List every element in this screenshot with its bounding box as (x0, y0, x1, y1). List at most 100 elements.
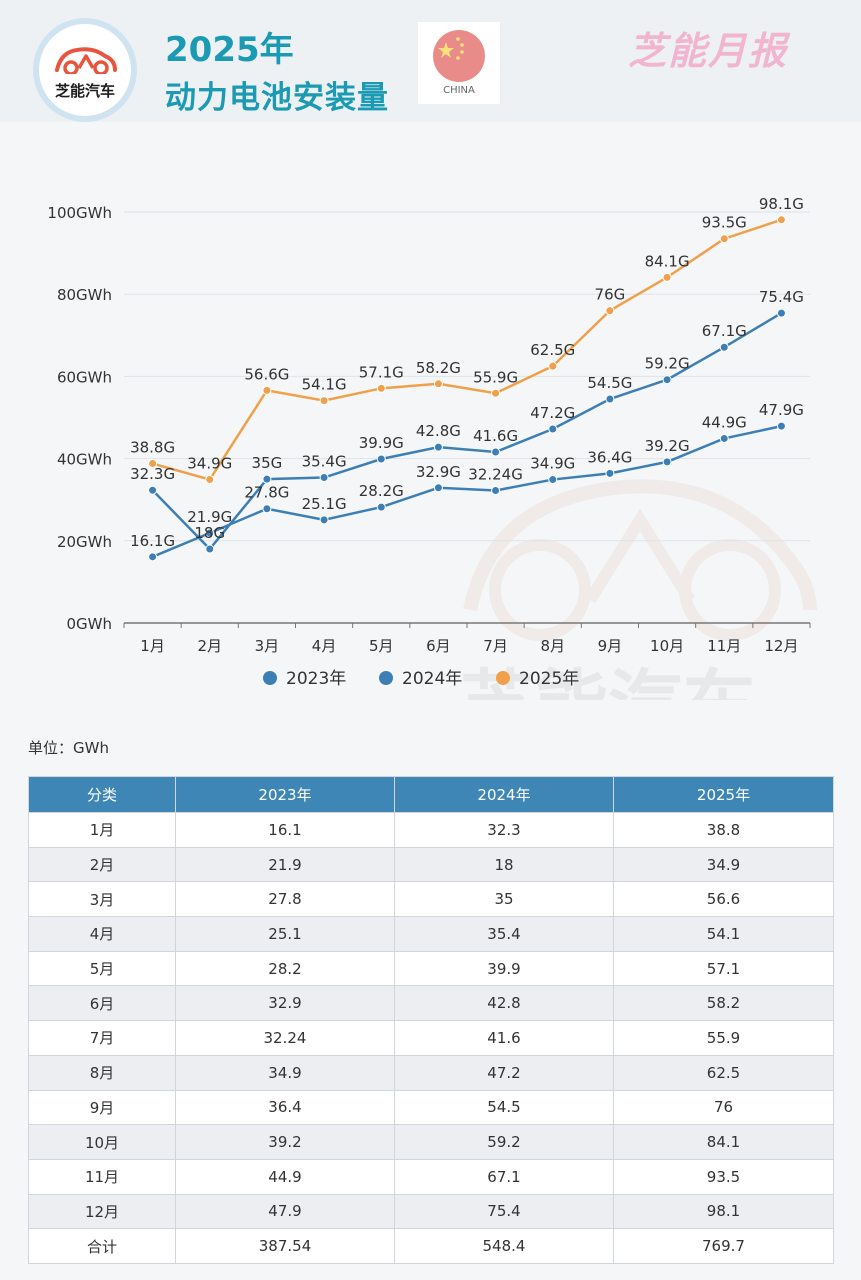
x-tick-label: 7月 (483, 637, 508, 655)
table-cell: 3月 (28, 881, 176, 918)
brand-logo: 芝能汽车 (33, 18, 137, 122)
data-label: 35G (252, 454, 283, 472)
table-cell: 44.9 (175, 1158, 395, 1195)
data-label: 62.5G (530, 341, 575, 359)
data-point (776, 215, 786, 225)
y-axis: 0GWh 20GWh 40GWh 60GWh 80GWh 100GWh (47, 204, 112, 633)
x-axis: 1月 2月 3月 4月 5月 6月 7月 8月 9月 10月 11月 12月 (123, 623, 811, 655)
table-cell: 34.9 (613, 846, 834, 883)
table-cell: 35.4 (394, 916, 614, 952)
table-cell: 47.2 (394, 1054, 614, 1091)
table-row: 1月 16.1 32.3 38.8 (28, 812, 834, 848)
x-tick-label: 12月 (764, 637, 798, 655)
table-header-2024: 2024年 (394, 776, 614, 813)
data-point (205, 528, 215, 538)
data-point (433, 442, 443, 452)
flag-label: CHINA (443, 85, 475, 96)
x-tick-label: 11月 (707, 637, 741, 655)
data-label: 35.4G (302, 453, 347, 471)
data-label: 59.2G (645, 355, 690, 373)
table-cell: 9月 (28, 1089, 176, 1126)
data-point (662, 375, 672, 385)
watermark: 芝能汽车 (460, 479, 817, 700)
table-cell: 35 (394, 881, 614, 918)
legend-marker (263, 671, 277, 685)
data-point (548, 424, 558, 434)
table-cell: 57.1 (613, 950, 834, 987)
data-label: 54.5G (587, 374, 632, 392)
data-label: 39.2G (645, 437, 690, 455)
table-cell: 32.3 (394, 812, 614, 848)
legend-label: 2023年 (286, 669, 346, 689)
data-point (491, 388, 501, 398)
table-cell: 5月 (28, 950, 176, 987)
data-label: 34.9G (530, 455, 575, 473)
watermark-text: 芝能汽车 (460, 662, 756, 700)
china-flag-badge: CHINA (418, 22, 500, 104)
table-cell: 387.54 (175, 1228, 395, 1264)
table-cell: 25.1 (175, 916, 395, 952)
data-label: 56.6G (244, 365, 289, 383)
table-cell: 42.8 (394, 985, 614, 1022)
data-label: 18G (194, 524, 225, 542)
table-cell: 10月 (28, 1124, 176, 1160)
y-tick-label: 80GWh (57, 286, 112, 304)
x-tick-label: 3月 (255, 637, 280, 655)
table-row: 2月 21.9 18 34.9 (28, 846, 834, 883)
data-label: 57.1G (359, 363, 404, 381)
table-cell: 76 (613, 1089, 834, 1126)
title-year: 2025年 (165, 30, 294, 70)
table-row: 11月 44.9 67.1 93.5 (28, 1158, 834, 1195)
data-point (662, 272, 672, 282)
y-tick-label: 100GWh (47, 204, 112, 222)
y-tick-label: 20GWh (57, 533, 112, 551)
table-cell: 39.2 (175, 1124, 395, 1160)
header: 芝能汽车 2025年 动力电池安装量 CHINA 芝能月报 (0, 0, 861, 122)
table-cell: 98.1 (613, 1193, 834, 1230)
table-row: 6月 32.9 42.8 58.2 (28, 985, 834, 1022)
table-cell: 54.1 (613, 916, 834, 952)
table-cell: 28.2 (175, 950, 395, 987)
data-labels: 16.1G 21.9G 27.8G 25.1G 28.2G 32.9G 32.24G 34.9… (130, 195, 804, 550)
table-cell: 4月 (28, 916, 176, 952)
table-cell: 62.5 (613, 1054, 834, 1091)
data-point (719, 234, 729, 244)
table-cell: 548.4 (394, 1228, 614, 1264)
x-tick-label: 10月 (650, 637, 684, 655)
china-flag-icon (433, 30, 485, 82)
data-label: 21.9G (187, 508, 232, 526)
table-cell: 1月 (28, 812, 176, 848)
data-table: 分类 2023年 2024年 2025年 1月 16.1 32.3 38.8 2月 21.… (28, 776, 834, 1264)
x-tick-label: 1月 (140, 637, 165, 655)
table-cell: 75.4 (394, 1193, 614, 1230)
data-label: 47.2G (530, 404, 575, 422)
data-label: 36.4G (587, 448, 632, 466)
data-point (205, 475, 215, 485)
table-cell: 8月 (28, 1054, 176, 1091)
table-cell: 55.9 (613, 1020, 834, 1056)
table-row: 7月 32.24 41.6 55.9 (28, 1020, 834, 1056)
data-label: 25.1G (302, 495, 347, 513)
x-tick-label: 9月 (598, 637, 623, 655)
table-cell: 54.5 (394, 1089, 614, 1126)
x-tick-label: 6月 (426, 637, 451, 655)
table-cell: 38.8 (613, 812, 834, 848)
data-label: 27.8G (244, 484, 289, 502)
flag-stars-icon (438, 37, 464, 60)
table-row: 8月 34.9 47.2 62.5 (28, 1054, 834, 1091)
data-point (719, 342, 729, 352)
table-row: 4月 25.1 35.4 54.1 (28, 916, 834, 952)
data-label: 16.1G (130, 532, 175, 550)
table-cell: 84.1 (613, 1124, 834, 1160)
table-cell: 7月 (28, 1020, 176, 1056)
data-label: 54.1G (302, 376, 347, 394)
data-point (262, 504, 272, 514)
table-row: 3月 27.8 35 56.6 (28, 881, 834, 918)
data-point (719, 433, 729, 443)
data-point (433, 483, 443, 493)
table-cell: 27.8 (175, 881, 395, 918)
data-label: 32.9G (416, 463, 461, 481)
data-point (491, 485, 501, 495)
car-logo-icon (55, 47, 117, 74)
legend-label: 2025年 (519, 669, 579, 689)
